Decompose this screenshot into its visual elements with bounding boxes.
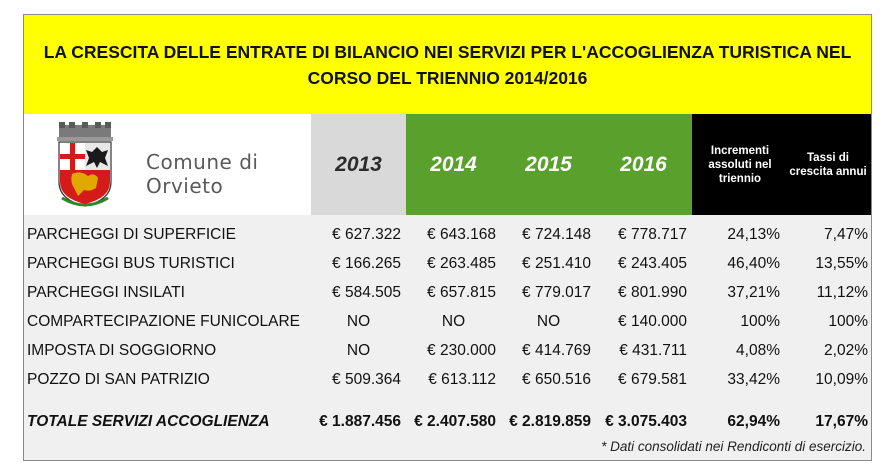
- cell-2016: € 431.711: [619, 342, 687, 359]
- title-band: LA CRESCITA DELLE ENTRATE DI BILANCIO NE…: [24, 15, 871, 114]
- cell-rate: 7,47%: [824, 226, 868, 243]
- header-years-green: 2014 2015 2016: [406, 114, 692, 215]
- row-label: COMPARTECIPAZIONE FUNICOLARE: [27, 313, 301, 330]
- table-frame: LA CRESCITA DELLE ENTRATE DI BILANCIO NE…: [23, 14, 872, 461]
- header-year-2015: 2015: [501, 114, 596, 215]
- table-body: PARCHEGGI DI SUPERFICIE € 627.322 € 643.…: [24, 215, 871, 460]
- cell-2016: € 801.990: [618, 284, 687, 301]
- logo-line-2: Orvieto: [146, 174, 224, 198]
- header-increments: Incrementi assoluti nel triennio: [708, 144, 772, 185]
- total-2014: € 2.407.580: [414, 413, 496, 430]
- cell-2016: € 778.717: [618, 226, 687, 243]
- table-row: PARCHEGGI INSILATI € 584.505 € 657.815 €…: [24, 278, 871, 307]
- cell-2013: NO: [346, 342, 371, 359]
- cell-2016: € 243.405: [618, 255, 687, 272]
- cell-2015: € 414.769: [522, 342, 591, 359]
- row-label: PARCHEGGI INSILATI: [27, 284, 185, 301]
- cell-2015: € 650.516: [522, 371, 591, 388]
- cell-2014: € 263.485: [427, 255, 496, 272]
- year-2015-label: 2015: [525, 152, 572, 176]
- header-year-2014: 2014: [406, 114, 501, 215]
- row-label: PARCHEGGI DI SUPERFICIE: [27, 226, 236, 243]
- cell-2014: NO: [441, 313, 466, 330]
- header-rates: Tassi di crescita annui: [789, 151, 867, 178]
- cell-increment: 46,40%: [727, 255, 780, 272]
- cell-2014: € 613.112: [428, 371, 496, 388]
- header-year-2013: 2013: [311, 114, 406, 215]
- cell-rate: 13,55%: [815, 255, 868, 272]
- total-label: TOTALE SERVIZI ACCOGLIENZA: [27, 413, 270, 430]
- cell-rate: 100%: [828, 313, 868, 330]
- total-increment: 62,94%: [727, 413, 780, 430]
- cell-2015: € 724.148: [522, 226, 591, 243]
- cell-2016: € 679.581: [618, 371, 687, 388]
- total-rate: 17,67%: [815, 413, 868, 430]
- footnote: * Dati consolidati nei Rendiconti di ese…: [601, 439, 866, 454]
- row-label: POZZO DI SAN PATRIZIO: [27, 371, 210, 388]
- cell-2015: NO: [536, 313, 561, 330]
- row-label: IMPOSTA DI SOGGIORNO: [27, 342, 217, 359]
- cell-2013: NO: [346, 313, 371, 330]
- cell-2015: € 779.017: [522, 284, 591, 301]
- cell-rate: 2,02%: [824, 342, 868, 359]
- total-2013: € 1.887.456: [319, 413, 401, 430]
- cell-2013: € 166.265: [332, 255, 401, 272]
- cell-2014: € 230.000: [427, 342, 496, 359]
- total-2016: € 3.075.403: [605, 413, 687, 430]
- logo-line-1: Comune di: [146, 150, 259, 174]
- table-row: IMPOSTA DI SOGGIORNO NO € 230.000 € 414.…: [24, 336, 871, 365]
- logo-text: Comune di Orvieto: [146, 150, 258, 198]
- cell-2014: € 657.815: [427, 284, 496, 301]
- cell-2013: € 509.364: [332, 371, 401, 388]
- cell-increment: 33,42%: [727, 371, 780, 388]
- cell-2015: € 251.410: [522, 255, 591, 272]
- cell-2014: € 643.168: [427, 226, 496, 243]
- year-2013-label: 2013: [335, 152, 382, 176]
- cell-rate: 10,09%: [815, 371, 868, 388]
- cell-increment: 4,08%: [736, 342, 780, 359]
- cell-2013: € 627.322: [332, 226, 401, 243]
- total-row: TOTALE SERVIZI ACCOGLIENZA € 1.887.456 €…: [24, 407, 871, 436]
- logo-cell: Comune di Orvieto: [24, 114, 311, 215]
- year-2014-label: 2014: [430, 152, 477, 176]
- cell-increment: 37,21%: [727, 284, 780, 301]
- table-row: COMPARTECIPAZIONE FUNICOLARE NO NO NO € …: [24, 307, 871, 336]
- header-black: Incrementi assoluti nel triennio Tassi d…: [692, 114, 871, 215]
- table-title: LA CRESCITA DELLE ENTRATE DI BILANCIO NE…: [43, 41, 852, 88]
- table-row: PARCHEGGI DI SUPERFICIE € 627.322 € 643.…: [24, 220, 871, 249]
- total-2015: € 2.819.859: [509, 413, 591, 430]
- row-label: PARCHEGGI BUS TURISTICI: [27, 255, 235, 272]
- cell-2013: € 584.505: [332, 284, 401, 301]
- cell-increment: 24,13%: [727, 226, 780, 243]
- cell-rate: 11,12%: [816, 284, 868, 301]
- header-year-2016: 2016: [596, 114, 691, 215]
- table-row: PARCHEGGI BUS TURISTICI € 166.265 € 263.…: [24, 249, 871, 278]
- cell-2016: € 140.000: [618, 313, 687, 330]
- table-row: POZZO DI SAN PATRIZIO € 509.364 € 613.11…: [24, 365, 871, 394]
- cell-increment: 100%: [740, 313, 780, 330]
- year-2016-label: 2016: [620, 152, 667, 176]
- orvieto-coat-of-arms-icon: [52, 122, 118, 208]
